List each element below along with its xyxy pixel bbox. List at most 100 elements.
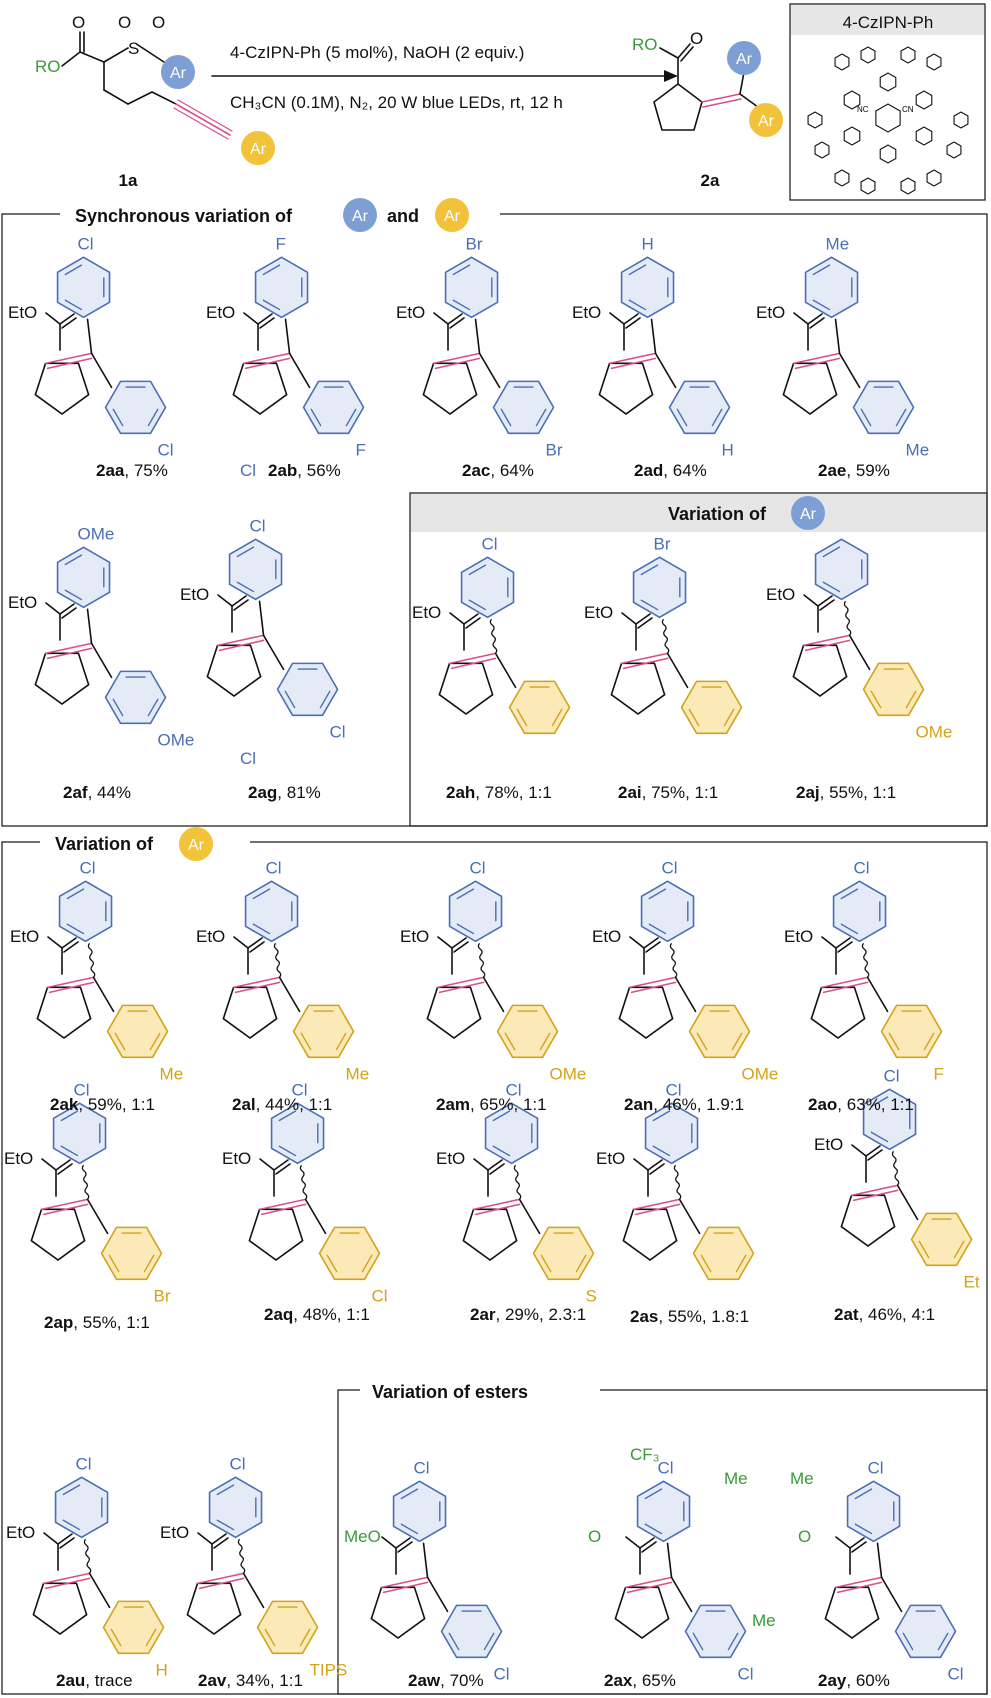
carbonyl-bond: [233, 599, 249, 611]
ester-bond: [243, 312, 259, 325]
aryl-ring-top: [54, 1476, 109, 1539]
carbonyl-bond: [647, 1159, 663, 1171]
alkene-bond: [196, 1572, 245, 1585]
ring-outline: [900, 177, 916, 195]
carbonyl-bond: [463, 613, 479, 625]
alkene-bond: [620, 652, 669, 665]
cyclopentane-ring: [248, 1208, 304, 1261]
ester-label: EtO: [206, 303, 235, 322]
ar-badge-label: Ar: [444, 208, 461, 225]
ring-outline: [688, 1004, 751, 1059]
alkene-bond: [436, 976, 485, 989]
aryl-substituent-top: Me: [826, 234, 850, 253]
ring-outline: [532, 1226, 595, 1281]
ester-bond: [629, 936, 645, 949]
aryl-substituent-bottom: Cl: [494, 1664, 510, 1683]
wavy-bond: [81, 1164, 90, 1200]
ring-outline: [256, 1600, 319, 1655]
bond: [650, 318, 657, 355]
alkene-bond: [40, 1198, 89, 1211]
ester-bond: [621, 612, 637, 625]
ring-outline: [915, 90, 933, 110]
aryl-substituent-bottom: OMe: [916, 722, 953, 741]
ring-double-bond: [64, 554, 83, 566]
ring-double-bond: [252, 923, 271, 935]
ester-bond: [803, 594, 819, 607]
ar-badge-yellow-icon: [749, 103, 783, 137]
ring-outline: [56, 256, 111, 319]
aryl-substituent-bottom: Et: [964, 1272, 980, 1291]
bond: [90, 352, 113, 389]
ring-double-bond: [539, 1032, 551, 1051]
ester-bond: [197, 1532, 213, 1545]
ring-double-bond: [468, 599, 487, 611]
scheme-text: Synchronous variation of Ar and Ar Variation…: [4, 13, 980, 1690]
ester-label: EtO: [196, 927, 225, 946]
ester-label: EtO: [8, 303, 37, 322]
bond: [677, 43, 691, 59]
ring-outline: [620, 256, 675, 319]
ester-label: EtO: [584, 603, 613, 622]
aryl-substituent-bottom: OMe: [158, 730, 195, 749]
bond: [242, 1572, 265, 1609]
aryl-substituent-top: OMe: [78, 524, 115, 543]
wavy-bond: [477, 942, 486, 978]
compound-label: 2av, 34%, 1:1: [198, 1671, 303, 1690]
ring-outline: [875, 103, 901, 133]
compound-label: 2af, 44%: [63, 783, 131, 802]
alkene-bond: [626, 1581, 673, 1594]
carbonyl-bond: [623, 313, 639, 325]
ring-double-bond: [64, 299, 83, 311]
aryl-substituent-top: Cl: [74, 1080, 90, 1099]
carbonyl-bond: [231, 595, 247, 607]
ester-bond: [609, 312, 625, 325]
aryl-substituent-bottom: H: [156, 1660, 168, 1679]
aryl-ring-top: [644, 1102, 699, 1165]
compound-label: 2aq, 48%, 1:1: [264, 1305, 370, 1324]
alkene-bond: [244, 357, 291, 370]
carbonyl-bond: [249, 941, 265, 953]
compound-label: 2as, 55%, 1.8:1: [630, 1307, 749, 1326]
ester-label: EtO: [6, 1523, 35, 1542]
alkene-bond: [702, 98, 742, 108]
ring-outline: [910, 1212, 973, 1267]
ar-badge-label: Ar: [352, 208, 369, 225]
aryl-ring-bottom: [684, 1604, 747, 1659]
alkene-bond: [822, 981, 869, 994]
compound-structures: OOOOOOOOOOOOOOOOOOOOOOOOO: [30, 256, 973, 1659]
alkene-bond: [258, 1198, 307, 1211]
ester-label: EtO: [592, 927, 621, 946]
compound-label: 2an, 46%, 1.9:1: [624, 1095, 744, 1114]
ester-label: EtO: [572, 303, 601, 322]
ring-outline: [640, 880, 695, 943]
aryl-ring-top: [620, 256, 675, 319]
cyclopentane-ring: [810, 986, 866, 1039]
carbonyl-bond: [247, 937, 263, 949]
bond: [304, 1198, 327, 1235]
ar-badge-yellow-icon: [241, 131, 275, 165]
aryl-ring-top: [636, 1480, 691, 1543]
aryl-ring-bottom: [100, 1226, 163, 1281]
ester-bond: [381, 1536, 397, 1549]
aryl-ring-top: [632, 556, 687, 619]
ring-double-bond: [310, 408, 322, 427]
ring-double-bond: [64, 264, 83, 276]
aryl-substituent-top: Cl: [250, 516, 266, 535]
section-frame-var-ar1: [409, 492, 988, 827]
carbonyl-bond: [849, 1537, 865, 1549]
ring-outline: [644, 1102, 699, 1165]
ring-double-bond: [640, 564, 659, 576]
aryl-substituent-bottom: Br: [154, 1286, 171, 1305]
ring-double-bond: [66, 888, 85, 900]
ring-double-bond: [64, 589, 83, 601]
alkene-bond: [432, 352, 481, 365]
catalyst-box: [789, 3, 986, 201]
ring-double-bond: [840, 923, 859, 935]
ring-double-bond: [147, 698, 159, 717]
ester-bond: [233, 936, 249, 949]
compound-label: 2ap, 55%, 1:1: [44, 1313, 150, 1332]
nitrile-label: CN: [902, 105, 914, 114]
carbonyl-bond: [635, 613, 651, 625]
ring-outline: [508, 680, 571, 735]
ring-outline: [302, 380, 365, 435]
